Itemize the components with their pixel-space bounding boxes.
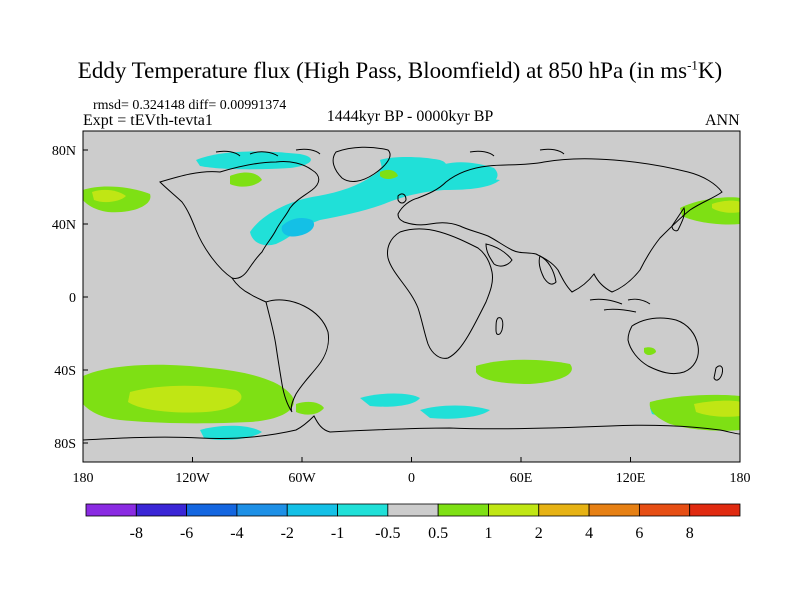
contour-fills bbox=[83, 151, 740, 440]
coastline-arabia bbox=[485, 243, 513, 267]
contour-arctic-canada bbox=[196, 151, 311, 170]
coastline-north-america bbox=[159, 161, 320, 279]
experiment-label: Expt = tEVth-tevta1 bbox=[83, 112, 213, 129]
coastline-india bbox=[538, 255, 557, 285]
colorbar-label: -4 bbox=[230, 525, 243, 542]
coastline-madagascar bbox=[495, 317, 504, 335]
colorbar-label: 8 bbox=[686, 525, 694, 542]
coastline-new-zealand bbox=[713, 365, 723, 381]
contour-antarctic-atlantic bbox=[420, 405, 490, 419]
colorbar-swatch bbox=[488, 503, 540, 517]
coastline-greenland bbox=[332, 146, 391, 182]
contour-north-atlantic bbox=[250, 159, 500, 246]
colorbar-label: -2 bbox=[281, 525, 294, 542]
colorbar: -8 -6 -4 -2 -1 -0.5 0.5 1 2 4 6 8 bbox=[85, 503, 741, 542]
colorbar-swatch bbox=[236, 503, 288, 517]
coastline-british-isles bbox=[397, 193, 407, 204]
contour-greenland bbox=[380, 157, 447, 175]
coastline-arctic-islands bbox=[215, 148, 565, 157]
longitude-axis: 180 120W 60W 0 60E 120E 180 bbox=[73, 457, 751, 486]
colorbar-label: 1 bbox=[484, 525, 492, 542]
contour-southern-pacific-core bbox=[128, 385, 242, 413]
coastline-indonesia bbox=[589, 298, 651, 313]
latitude-axis: 80N 40N 0 40S 80S bbox=[52, 144, 88, 452]
colorbar-swatch bbox=[638, 503, 691, 517]
contour-alaska bbox=[230, 172, 262, 187]
contour-south-atlantic-cyan bbox=[360, 393, 420, 407]
coastline-south-america bbox=[265, 299, 329, 413]
colorbar-swatch bbox=[286, 503, 338, 517]
contour-scandinavia bbox=[430, 162, 498, 186]
colorbar-label: 6 bbox=[635, 525, 643, 542]
title-end: K) bbox=[697, 58, 723, 83]
lat-label-40n: 40N bbox=[52, 218, 76, 233]
colorbar-swatch bbox=[387, 503, 439, 517]
contour-north-pacific-west-core bbox=[92, 189, 126, 203]
lon-label-60e: 60E bbox=[510, 471, 533, 486]
coastline-eurasia bbox=[397, 158, 723, 293]
colorbar-label: 4 bbox=[585, 525, 593, 542]
colorbar-label: -1 bbox=[331, 525, 344, 542]
contour-antarctic-pacific bbox=[200, 425, 262, 440]
colorbar-label: -8 bbox=[130, 525, 143, 542]
coastline-australia bbox=[627, 317, 699, 375]
lon-label-60w: 60W bbox=[288, 471, 316, 486]
title-superscript: -1 bbox=[687, 57, 698, 73]
contour-drake-passage bbox=[296, 401, 324, 415]
stats-label: rmsd= 0.324148 diff= 0.00991374 bbox=[93, 98, 287, 113]
contour-south-indian bbox=[476, 359, 572, 384]
map-title: Eddy Temperature flux (High Pass, Bloomf… bbox=[0, 58, 800, 84]
colorbar-label: 0.5 bbox=[428, 525, 448, 542]
contour-south-east-indian-core bbox=[694, 400, 740, 417]
contour-siberia bbox=[380, 169, 398, 179]
lon-label-0: 0 bbox=[408, 471, 415, 486]
colorbar-swatch bbox=[437, 503, 489, 517]
colorbar-swatch bbox=[689, 503, 741, 517]
colorbar-label: 2 bbox=[535, 525, 543, 542]
lat-label-80n: 80N bbox=[52, 144, 76, 159]
lon-label-120e: 120E bbox=[616, 471, 646, 486]
period-label: 1444kyr BP - 0000kyr BP bbox=[326, 108, 494, 125]
lat-label-0: 0 bbox=[69, 291, 76, 306]
colorbar-label: -6 bbox=[180, 525, 193, 542]
lat-label-80s: 80S bbox=[54, 437, 76, 452]
season-label: ANN bbox=[705, 112, 740, 129]
colorbar-swatch bbox=[538, 503, 590, 517]
colorbar-swatch bbox=[135, 503, 188, 517]
lon-label-120w: 120W bbox=[175, 471, 210, 486]
colorbar-label: -0.5 bbox=[375, 525, 400, 542]
contour-north-pacific-east-core bbox=[712, 200, 740, 213]
colorbar-swatch bbox=[588, 503, 640, 517]
title-main: Eddy Temperature flux (High Pass, Bloomf… bbox=[77, 58, 688, 83]
coastline-japan bbox=[671, 206, 685, 232]
lat-label-40s: 40S bbox=[54, 364, 76, 379]
coastlines bbox=[83, 146, 740, 441]
coastline-central-america bbox=[231, 277, 267, 303]
contour-australia-east bbox=[644, 347, 656, 355]
lon-label-180w: 180 bbox=[73, 471, 94, 486]
colorbar-swatch bbox=[337, 503, 389, 517]
coastline-antarctica bbox=[83, 415, 740, 441]
colorbar-swatch bbox=[186, 503, 238, 517]
contour-labrador-sea bbox=[281, 218, 315, 237]
colorbar-swatch bbox=[85, 503, 137, 517]
coastline-africa bbox=[387, 228, 493, 359]
lon-label-180e: 180 bbox=[730, 471, 751, 486]
